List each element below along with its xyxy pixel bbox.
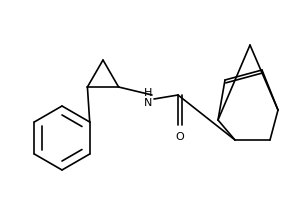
- Text: N: N: [144, 98, 152, 108]
- Text: O: O: [176, 132, 184, 142]
- Text: H: H: [144, 88, 152, 98]
